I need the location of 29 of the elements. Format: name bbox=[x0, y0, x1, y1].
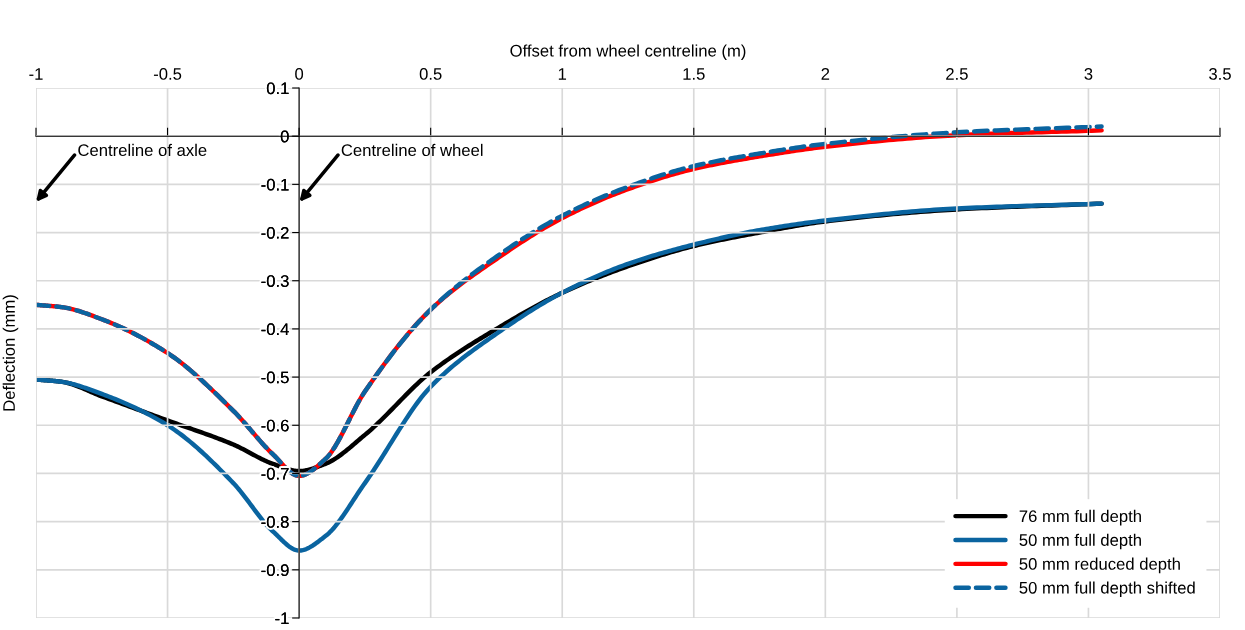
y-tick-label: -0.2 bbox=[261, 226, 289, 239]
legend-label: 50 mm full depth bbox=[1019, 533, 1141, 550]
y-tick-label: -0.3 bbox=[261, 275, 289, 287]
y-axis-title: Deflection (mm) bbox=[2, 295, 19, 411]
y-tick-label: -0.4 bbox=[261, 323, 289, 336]
y-tick-label: 0.1 bbox=[266, 82, 289, 95]
y-tick-label: -0.9 bbox=[261, 564, 289, 577]
x-tick-label: 0 bbox=[295, 68, 304, 80]
x-tick-label: 0.5 bbox=[419, 68, 442, 80]
x-tick-label: -1 bbox=[29, 68, 43, 80]
x-axis-title: Offset from wheel centreline (m) bbox=[510, 44, 746, 60]
x-tick-label: 2.5 bbox=[946, 68, 968, 80]
x-tick-label: 3 bbox=[1084, 68, 1093, 80]
x-tick-label: 1 bbox=[558, 68, 567, 80]
legend-label: 50 mm reduced depth bbox=[1019, 557, 1180, 574]
x-tick-label: 3.5 bbox=[1209, 68, 1231, 80]
x-tick-label: 2 bbox=[821, 68, 830, 80]
y-tick-label: -0.6 bbox=[261, 419, 289, 432]
y-tick-label: -0.5 bbox=[261, 371, 289, 384]
x-tick-label: -0.5 bbox=[153, 68, 182, 80]
legend-label: 50 mm full depth shifted bbox=[1019, 581, 1195, 598]
y-tick-label: -1 bbox=[275, 612, 289, 625]
legend-label: 76 mm full depth bbox=[1019, 509, 1141, 526]
y-tick-label: -0.1 bbox=[261, 178, 289, 191]
x-tick-label: 1.5 bbox=[683, 68, 705, 80]
y-tick-label: -0.7 bbox=[261, 467, 289, 480]
annotation: Centreline of wheel bbox=[341, 143, 483, 157]
annotation: Centreline of axle bbox=[78, 143, 207, 157]
y-tick-label: -0.8 bbox=[261, 516, 289, 528]
